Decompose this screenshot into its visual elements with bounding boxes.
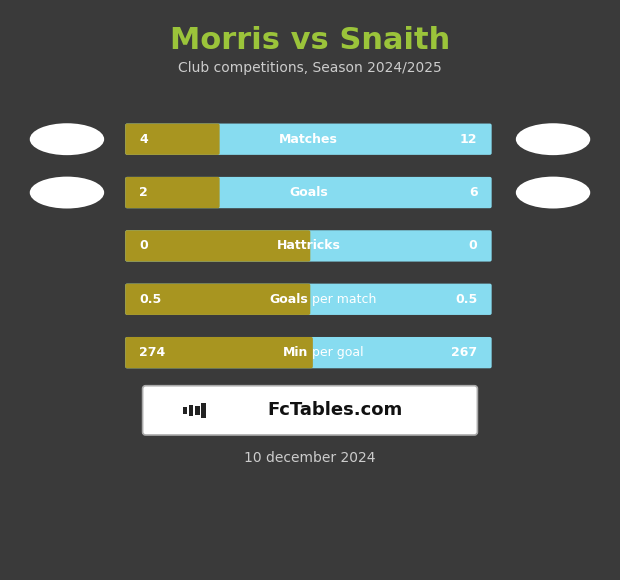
FancyBboxPatch shape [125, 124, 219, 155]
FancyBboxPatch shape [202, 403, 206, 418]
Text: Hattricks: Hattricks [277, 240, 340, 252]
FancyBboxPatch shape [125, 177, 492, 208]
Text: 0: 0 [140, 240, 148, 252]
Ellipse shape [30, 124, 104, 155]
FancyBboxPatch shape [125, 230, 311, 262]
Text: 0.5: 0.5 [455, 293, 477, 306]
FancyBboxPatch shape [125, 284, 492, 315]
Text: per goal: per goal [309, 346, 364, 359]
FancyBboxPatch shape [183, 407, 187, 414]
Text: per match: per match [309, 293, 377, 306]
Ellipse shape [516, 176, 590, 209]
Text: 274: 274 [140, 346, 166, 359]
Text: Club competitions, Season 2024/2025: Club competitions, Season 2024/2025 [178, 61, 442, 75]
FancyBboxPatch shape [125, 230, 492, 262]
Text: Morris vs Snaith: Morris vs Snaith [170, 26, 450, 55]
Text: FcTables.com: FcTables.com [267, 401, 402, 419]
FancyBboxPatch shape [125, 124, 492, 155]
FancyBboxPatch shape [125, 337, 492, 368]
Text: 4: 4 [140, 133, 148, 146]
FancyBboxPatch shape [125, 337, 313, 368]
Text: 10 december 2024: 10 december 2024 [244, 451, 376, 465]
Text: 0.5: 0.5 [140, 293, 162, 306]
Ellipse shape [516, 124, 590, 155]
FancyBboxPatch shape [195, 406, 200, 415]
FancyBboxPatch shape [125, 177, 219, 208]
Text: Goals: Goals [289, 186, 328, 199]
Text: 0: 0 [469, 240, 477, 252]
Ellipse shape [30, 176, 104, 209]
Text: Matches: Matches [279, 133, 338, 146]
FancyBboxPatch shape [125, 284, 311, 315]
Text: 267: 267 [451, 346, 477, 359]
Text: Min: Min [283, 346, 309, 359]
FancyBboxPatch shape [143, 386, 477, 435]
Text: Goals: Goals [270, 293, 309, 306]
FancyBboxPatch shape [189, 405, 193, 416]
Text: 6: 6 [469, 186, 477, 199]
Text: 12: 12 [460, 133, 477, 146]
Text: 2: 2 [140, 186, 148, 199]
